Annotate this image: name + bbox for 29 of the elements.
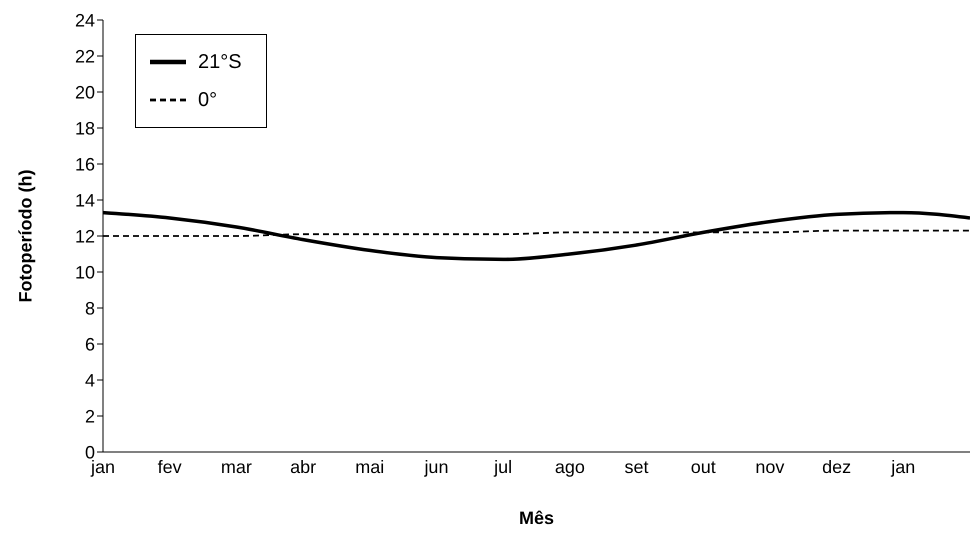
y-tick-label: 16 <box>74 154 95 174</box>
y-axis-title: Fotoperíodo (h) <box>15 170 36 302</box>
y-tick-label: 10 <box>74 262 95 282</box>
x-tick-label: nov <box>755 456 784 477</box>
y-tick-label: 6 <box>84 334 95 354</box>
y-tick-label: 2 <box>84 406 95 426</box>
x-tick-label: ago <box>554 456 585 477</box>
y-tick-label: 0 <box>84 442 95 462</box>
y-tick-label: 18 <box>74 118 95 138</box>
legend-label: 0° <box>198 88 218 112</box>
y-tick-label: 12 <box>74 226 95 246</box>
x-tick-label: set <box>624 456 649 477</box>
x-tick-label: abr <box>290 456 316 477</box>
y-tick-label: 20 <box>74 82 95 102</box>
y-tick-label: 24 <box>74 10 95 30</box>
x-axis-title: Mês <box>518 508 554 528</box>
x-tick-label: mai <box>355 456 384 477</box>
y-tick-label: 14 <box>74 190 95 210</box>
x-tick-label: fev <box>158 456 182 477</box>
x-tick-label: jan <box>890 456 916 477</box>
x-tick-label: jul <box>493 456 512 477</box>
x-tick-label: mar <box>220 456 252 477</box>
x-tick-label: dez <box>822 456 852 477</box>
y-tick-label: 4 <box>84 370 95 390</box>
x-tick-label: jun <box>423 456 448 477</box>
legend-label: 21°S <box>198 50 242 74</box>
y-tick-label: 8 <box>84 298 95 318</box>
x-tick-label: out <box>690 456 716 477</box>
y-tick-label: 22 <box>74 46 95 66</box>
